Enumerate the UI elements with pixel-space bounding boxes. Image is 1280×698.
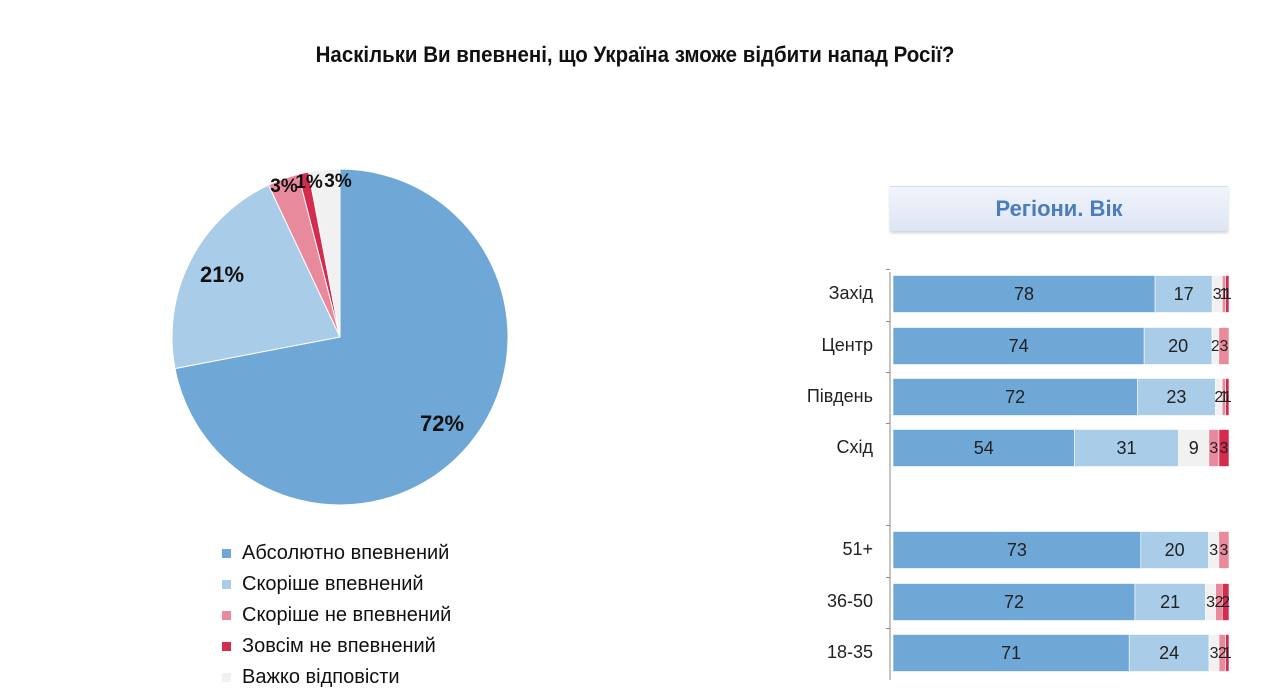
- pie-slice-label: 3%: [324, 171, 352, 192]
- bar-value-label: 17: [1174, 284, 1194, 304]
- bar-value-label: 2: [1221, 594, 1230, 611]
- bar-category-label: Схід: [836, 437, 873, 457]
- bar-category-label: 36-50: [827, 591, 873, 611]
- legend-label: Важко відповісти: [242, 666, 400, 688]
- bar-value-label: 71: [1001, 643, 1021, 663]
- bar-value-label: 9: [1189, 438, 1199, 458]
- bar-value-label: 20: [1168, 336, 1188, 356]
- bar-segment: [1134, 583, 1206, 621]
- bar-segment: [1218, 327, 1230, 365]
- bar-category-label: Центр: [821, 335, 873, 355]
- bar-value-label: 20: [1165, 540, 1185, 560]
- pie-slice: [174, 168, 509, 506]
- bar-value-label: 31: [1117, 438, 1137, 458]
- bar-category-label: Південь: [807, 386, 873, 406]
- legend-item-rather-sure: Скоріше впевнений: [222, 569, 451, 600]
- bar-segment: [1178, 429, 1210, 467]
- bar-segment: [892, 583, 1136, 621]
- bar-value-label: 24: [1159, 643, 1179, 663]
- legend-swatch: [222, 673, 231, 682]
- bar-value-label: 2: [1218, 645, 1227, 662]
- bar-segment: [1143, 327, 1213, 365]
- bar-value-label: 3: [1210, 645, 1219, 662]
- legend-item-hard-to-say: Важко відповісти: [222, 662, 451, 693]
- bar-value-label: 3: [1219, 542, 1228, 559]
- legend-swatch: [222, 580, 231, 589]
- bar-segment: [892, 634, 1130, 672]
- bar-segment: [1221, 583, 1230, 621]
- bar-segment: [1154, 275, 1213, 313]
- bar-value-label: 73: [1007, 540, 1027, 560]
- bar-segment: [1140, 531, 1209, 569]
- bar-category-label: 18-35: [827, 642, 873, 662]
- legend-label: Зовсім не впевнений: [242, 635, 436, 657]
- pie-chart: 72% 21% 3%1% 3%: [171, 168, 509, 506]
- bar-segment: [1218, 531, 1230, 569]
- bar-segment: [892, 275, 1156, 313]
- bar-segment: [892, 327, 1145, 365]
- bar-segment: [1137, 378, 1216, 416]
- bar-value-label: 54: [974, 438, 994, 458]
- bar-segment: [1225, 275, 1230, 313]
- bar-segment: [1225, 378, 1230, 416]
- pie-legend: Абсолютно впевнений Скоріше впевнений Ск…: [222, 538, 451, 693]
- legend-swatch: [222, 549, 231, 558]
- bar-value-label: 3: [1206, 594, 1215, 611]
- pie-slice-label: 21%: [200, 262, 244, 287]
- legend-swatch: [222, 642, 231, 651]
- bar-value-label: 1: [1219, 389, 1228, 406]
- bar-segment: [892, 378, 1138, 416]
- pie-slice-label: 1%: [295, 172, 323, 193]
- pie-slice: [307, 168, 341, 338]
- bar-segment: [892, 531, 1142, 569]
- bar-category-label: 51+: [842, 539, 873, 559]
- bar-value-label: 3: [1209, 542, 1218, 559]
- legend-item-not-sure-at-all: Зовсім не впевнений: [222, 631, 451, 662]
- bar-segment: [1128, 634, 1210, 672]
- pie-slice-label: 3%: [270, 176, 298, 197]
- bar-section-header: Регіони. Вік: [890, 186, 1228, 231]
- legend-label: Скоріше не впевнений: [242, 604, 452, 626]
- legend-item-rather-not-sure: Скоріше не впевнений: [222, 600, 451, 631]
- pie-slice-label: 72%: [420, 411, 464, 436]
- bar-value-label: 2: [1211, 338, 1220, 355]
- bar-segment: [1074, 429, 1179, 467]
- bar-value-label: 1: [1223, 286, 1232, 303]
- pie-slice: [171, 184, 341, 370]
- legend-label: Скоріше впевнений: [242, 573, 424, 595]
- legend-item-absolutely-sure: Абсолютно впевнений: [222, 538, 451, 569]
- chart-title: Наскільки Ви впевнені, що Україна зможе …: [315, 42, 955, 67]
- bar-value-label: 3: [1213, 286, 1222, 303]
- bar-segment: [892, 429, 1075, 467]
- bar-value-label: 3: [1219, 338, 1228, 355]
- legend-label: Абсолютно впевнений: [242, 542, 450, 564]
- bar-category-label: Захід: [829, 283, 874, 303]
- bar-value-label: 21: [1160, 592, 1180, 612]
- bar-value-label: 72: [1004, 592, 1024, 612]
- bar-value-label: 3: [1220, 440, 1229, 457]
- bar-value-label: 72: [1005, 387, 1025, 407]
- bar-segment: [1218, 429, 1230, 467]
- bar-value-label: 23: [1166, 387, 1186, 407]
- bar-value-label: 74: [1009, 336, 1029, 356]
- bar-value-label: 1: [1223, 645, 1232, 662]
- legend-swatch: [222, 611, 231, 620]
- bar-value-label: 2: [1214, 389, 1223, 406]
- bar-value-label: 1: [1223, 389, 1232, 406]
- bar-value-label: 78: [1014, 284, 1034, 304]
- bar-value-label: 1: [1220, 286, 1229, 303]
- bar-value-label: 2: [1214, 594, 1223, 611]
- bar-segment: [1225, 634, 1230, 672]
- bar-value-label: 3: [1209, 440, 1218, 457]
